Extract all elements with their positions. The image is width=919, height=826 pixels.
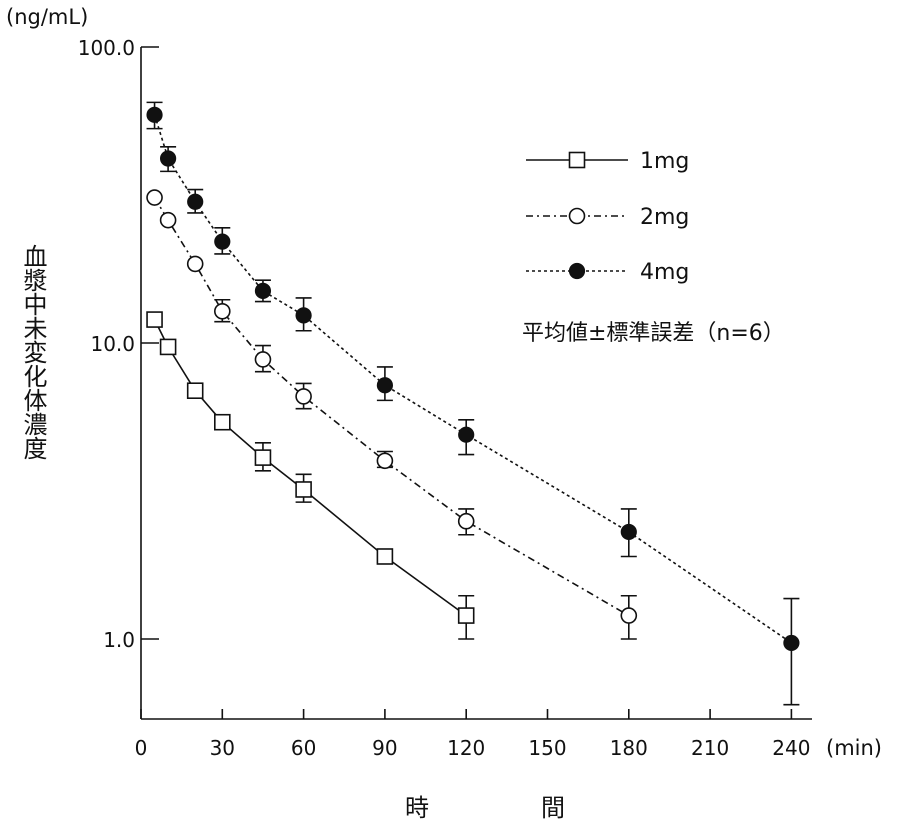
x-tick-label: 0 bbox=[135, 736, 148, 760]
series-line-1mg bbox=[153, 319, 467, 617]
data-point bbox=[783, 634, 800, 652]
data-point bbox=[376, 548, 394, 565]
x-tick-label: 210 bbox=[691, 736, 729, 760]
data-point bbox=[159, 338, 177, 356]
data-point bbox=[295, 307, 312, 324]
x-tick-label: 90 bbox=[372, 736, 397, 760]
series-line-4mg bbox=[153, 114, 792, 644]
x-tick-label: 240 bbox=[772, 736, 810, 760]
data-point bbox=[146, 106, 163, 123]
data-point bbox=[620, 523, 637, 541]
y-tick-label: 1.0 bbox=[103, 628, 135, 652]
data-point bbox=[186, 255, 204, 273]
data-point bbox=[160, 150, 177, 167]
data-point bbox=[457, 512, 475, 530]
y-tick-label: 10.0 bbox=[90, 332, 135, 356]
data-point bbox=[146, 311, 163, 328]
y-axis-label: 血漿中未変化体濃度 bbox=[19, 244, 47, 460]
x-tick-label: 180 bbox=[610, 736, 648, 760]
data-point bbox=[186, 382, 204, 400]
axes bbox=[140, 47, 812, 720]
data-point bbox=[146, 189, 163, 206]
x-axis-label: 時 間 bbox=[405, 794, 609, 822]
series-4mg bbox=[146, 101, 800, 706]
legend-label-1mg: 1mg bbox=[640, 149, 689, 174]
legend: 1mg 2mg 4mg bbox=[526, 149, 689, 285]
tick-marks: 100.0 10.0 1.0 0 30 60 90 120 150 180 210 240 bbox=[78, 36, 811, 760]
legend-label-2mg: 2mg bbox=[640, 205, 689, 230]
x-tick-label: 30 bbox=[210, 736, 235, 760]
data-point bbox=[295, 388, 312, 405]
x-tick-label: 60 bbox=[291, 736, 316, 760]
series-2mg bbox=[146, 189, 638, 640]
legend-label-4mg: 4mg bbox=[640, 260, 689, 285]
data-point bbox=[376, 377, 393, 394]
data-point bbox=[159, 211, 177, 229]
data-point bbox=[457, 607, 475, 624]
data-point bbox=[254, 282, 272, 299]
data-point bbox=[295, 481, 312, 498]
data-point bbox=[458, 426, 475, 443]
y-tick-label: 100.0 bbox=[78, 36, 135, 60]
legend-marker-1mg bbox=[568, 151, 586, 169]
x-unit-label: (min) bbox=[826, 736, 882, 760]
data-point bbox=[214, 233, 231, 250]
legend-marker-4mg bbox=[568, 262, 586, 280]
legend-note: 平均値±標準誤差（n=6） bbox=[522, 321, 785, 346]
data-point bbox=[254, 351, 272, 368]
series-layer bbox=[146, 101, 800, 706]
data-point bbox=[376, 452, 394, 470]
y-unit-label: (ng/mL) bbox=[6, 5, 88, 29]
data-point bbox=[187, 193, 204, 210]
data-point bbox=[214, 302, 231, 320]
data-point bbox=[620, 607, 638, 624]
x-tick-label: 120 bbox=[447, 736, 485, 760]
data-point bbox=[254, 449, 272, 466]
series-1mg bbox=[146, 311, 475, 640]
legend-marker-2mg bbox=[568, 207, 586, 225]
data-point bbox=[214, 413, 231, 431]
x-tick-label: 150 bbox=[528, 736, 566, 760]
